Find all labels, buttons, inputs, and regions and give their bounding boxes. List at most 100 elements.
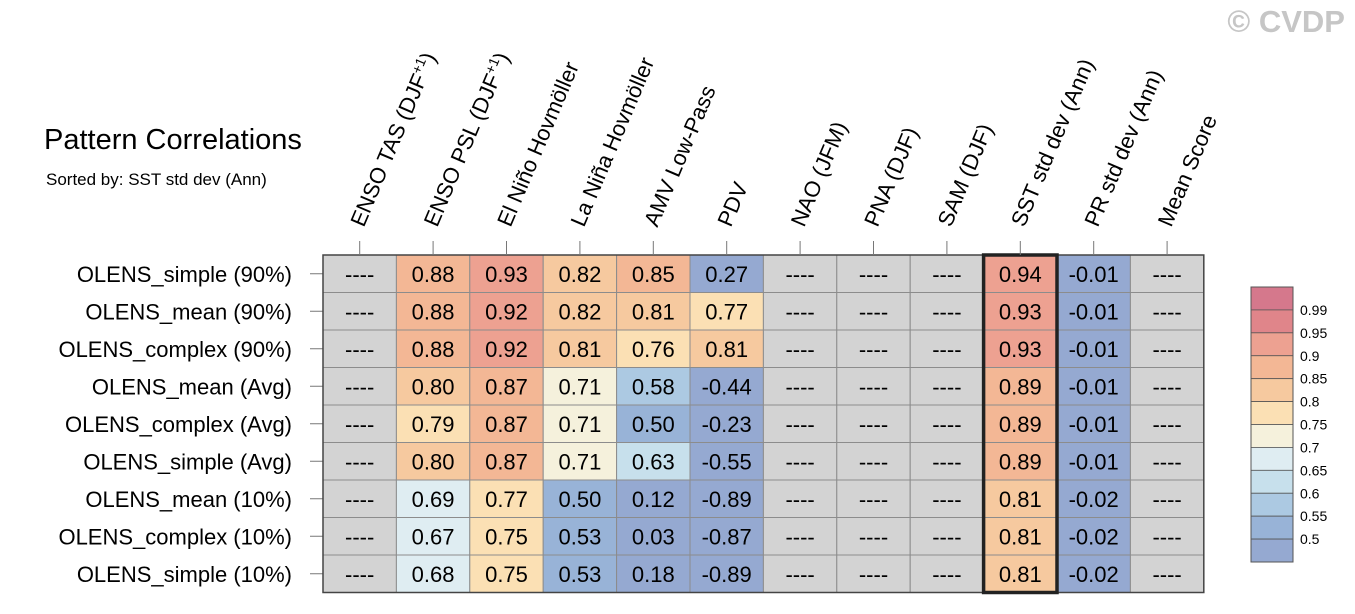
heatmap-cell — [542, 554, 618, 593]
cell-value: 0.89 — [999, 374, 1042, 399]
heatmap-cell — [1056, 442, 1131, 481]
cell-value: -0.01 — [1069, 449, 1119, 474]
cell-value: 0.12 — [632, 487, 675, 512]
row-label: OLENS_complex (10%) — [58, 524, 292, 549]
cell-value: -0.55 — [702, 449, 752, 474]
heatmap-cell — [909, 292, 985, 331]
cell-value: ---- — [345, 262, 374, 287]
cell-value: 0.93 — [999, 299, 1042, 324]
colorbar-segment — [1250, 424, 1294, 448]
cell-value: 0.87 — [485, 374, 528, 399]
cell-value: 0.87 — [485, 449, 528, 474]
heatmap-cell — [1129, 254, 1205, 293]
cell-value: -0.02 — [1069, 487, 1119, 512]
cell-value: 0.81 — [558, 337, 601, 362]
heatmap-cell — [1129, 517, 1205, 556]
cell-value: ---- — [345, 374, 374, 399]
row-label: OLENS_complex (90%) — [58, 337, 292, 362]
heatmap-cell — [762, 442, 838, 481]
cell-value: ---- — [785, 562, 814, 587]
heatmap-cell — [616, 517, 691, 556]
cell-value: ---- — [859, 412, 888, 437]
heatmap-cell — [836, 442, 911, 481]
cell-value: ---- — [1152, 449, 1181, 474]
cell-value: 0.80 — [412, 449, 455, 474]
cell-value: -0.01 — [1069, 412, 1119, 437]
heatmap-cell — [762, 292, 838, 331]
colorbar-segment — [1250, 515, 1294, 540]
heatmap-cell — [395, 367, 471, 406]
heatmap-cell — [542, 479, 618, 518]
cell-value: ---- — [345, 524, 374, 549]
heatmap-cell — [1056, 254, 1131, 293]
heatmap-cell — [616, 554, 691, 593]
cell-value: 0.53 — [558, 562, 601, 587]
cell-value: 0.87 — [485, 412, 528, 437]
row-label: OLENS_simple (10%) — [77, 562, 292, 587]
cell-value: ---- — [859, 299, 888, 324]
cell-value: 0.50 — [558, 487, 601, 512]
cell-value: 0.88 — [412, 337, 455, 362]
row-label: OLENS_mean (Avg) — [92, 374, 292, 399]
colorbar-segment — [1250, 355, 1294, 380]
chart-subtitle: Sorted by: SST std dev (Ann) — [46, 170, 267, 189]
chart-title: Pattern Correlations — [44, 124, 302, 156]
cell-value: 0.69 — [412, 487, 455, 512]
colorbar-tick-label: 0.55 — [1300, 508, 1327, 524]
heatmap-cell — [542, 517, 618, 556]
cell-value: 0.53 — [558, 524, 601, 549]
heatmap-cell — [616, 367, 691, 406]
colorbar-tick-label: 0.75 — [1300, 417, 1327, 433]
heatmap-cell — [395, 442, 471, 481]
heatmap-cell — [469, 329, 544, 368]
cell-value: 0.71 — [558, 412, 601, 437]
cell-value: ---- — [932, 562, 961, 587]
cell-value: -0.89 — [702, 562, 752, 587]
cell-value: ---- — [932, 449, 961, 474]
cell-value: 0.67 — [412, 524, 455, 549]
cell-value: ---- — [932, 262, 961, 287]
cell-value: ---- — [932, 299, 961, 324]
heatmap-cell — [542, 442, 618, 481]
cell-value: 0.81 — [705, 337, 748, 362]
cell-value: ---- — [932, 412, 961, 437]
heatmap-cell — [469, 554, 544, 593]
colorbar-border — [1250, 286, 1294, 563]
row-label: OLENS_mean (90%) — [85, 299, 292, 324]
cell-value: ---- — [1152, 374, 1181, 399]
colorbar-tick-label: 0.6 — [1300, 485, 1320, 501]
cell-value: ---- — [932, 524, 961, 549]
colorbar-segment — [1250, 469, 1294, 494]
cell-value: 0.88 — [412, 299, 455, 324]
cell-value: 0.92 — [485, 337, 528, 362]
heatmap-cell — [836, 554, 911, 593]
colorbar-tick-label: 0.85 — [1300, 371, 1327, 387]
heatmap-cell — [983, 442, 1058, 481]
heatmap-cell — [1129, 404, 1205, 443]
cell-value: 0.81 — [999, 524, 1042, 549]
heatmap-cell — [1056, 404, 1131, 443]
heatmap-cell — [689, 479, 764, 518]
cell-value: 0.92 — [485, 299, 528, 324]
heatmap-cell — [689, 517, 764, 556]
cell-value: ---- — [345, 299, 374, 324]
cell-value: -0.02 — [1069, 562, 1119, 587]
cell-value: ---- — [1152, 262, 1181, 287]
heatmap-cell — [909, 329, 985, 368]
cell-value: ---- — [785, 337, 814, 362]
cell-value: ---- — [1152, 562, 1181, 587]
heatmap-cell — [983, 329, 1058, 368]
heatmap-cell — [909, 442, 985, 481]
colorbar-tick-label: 0.5 — [1300, 531, 1320, 547]
cell-value: ---- — [859, 562, 888, 587]
cell-value: ---- — [1152, 337, 1181, 362]
cell-value: ---- — [345, 487, 374, 512]
cell-value: -0.89 — [702, 487, 752, 512]
column-label: NAO (JFM) — [786, 118, 852, 230]
heatmap-cell — [542, 404, 618, 443]
cell-value: 0.71 — [558, 449, 601, 474]
heatmap-cell — [689, 442, 764, 481]
heatmap-cell — [689, 367, 764, 406]
cell-value: ---- — [859, 449, 888, 474]
